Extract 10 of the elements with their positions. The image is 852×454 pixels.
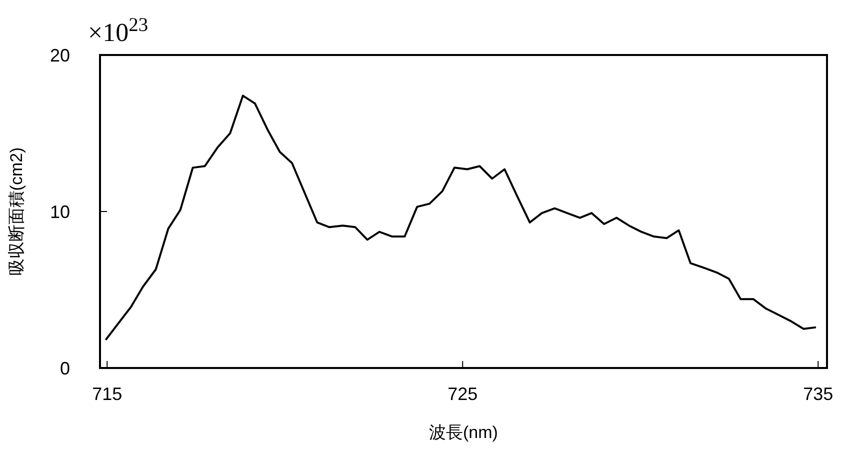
x-tick-label: 725 [448, 384, 478, 404]
line-series [104, 94, 817, 341]
text: ×10$^{23}$ [88, 14, 148, 47]
y-tick-label: 0 [60, 358, 70, 378]
x-tick-label: 735 [803, 384, 834, 404]
x-tick-label: 715 [92, 384, 122, 404]
y-tick-label: 10 [50, 202, 70, 222]
y-axis-title: 吸収断面積(cm2) [7, 147, 26, 276]
y-tick-label: 20 [50, 45, 70, 66]
x-axis-title: 波長(nm) [429, 423, 498, 442]
